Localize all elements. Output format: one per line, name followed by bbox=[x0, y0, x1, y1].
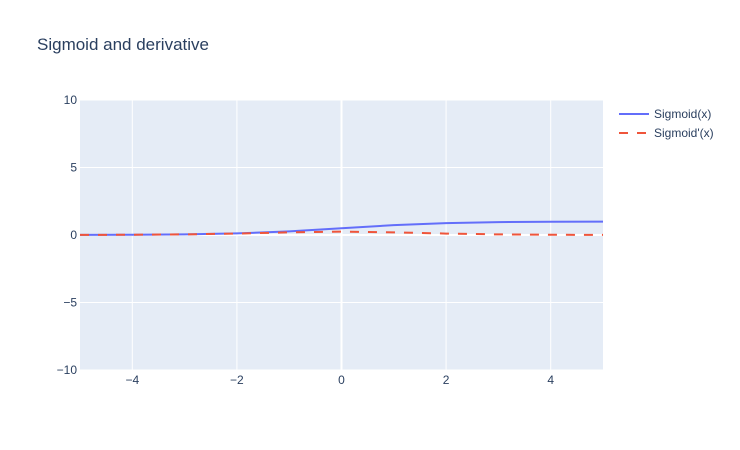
y-tick-label: 0 bbox=[70, 228, 77, 242]
series-line-sigmoid bbox=[79, 220, 604, 236]
legend-label: Sigmoid(x) bbox=[654, 107, 711, 121]
x-tick-label: 0 bbox=[338, 373, 345, 387]
chart-title: Sigmoid and derivative bbox=[37, 35, 209, 54]
x-tick-label: −4 bbox=[125, 373, 139, 387]
tick-labels: −4 −2 0 2 4 −10 −5 0 5 10 bbox=[57, 93, 555, 387]
x-tick-label: −2 bbox=[230, 373, 244, 387]
x-tick-label: 4 bbox=[547, 373, 554, 387]
y-tick-label: −5 bbox=[63, 296, 77, 310]
legend[interactable]: Sigmoid(x) Sigmoid'(x) bbox=[619, 107, 714, 140]
series bbox=[79, 220, 604, 236]
x-tick-label: 2 bbox=[443, 373, 450, 387]
legend-item-sigmoid-derivative[interactable]: Sigmoid'(x) bbox=[619, 126, 714, 140]
legend-label: Sigmoid'(x) bbox=[654, 126, 714, 140]
y-tick-label: 5 bbox=[70, 161, 77, 175]
y-tick-label: −10 bbox=[57, 363, 78, 377]
series-line-sigmoid-derivative bbox=[79, 230, 604, 236]
legend-item-sigmoid[interactable]: Sigmoid(x) bbox=[619, 107, 711, 121]
y-tick-label: 10 bbox=[64, 93, 78, 107]
